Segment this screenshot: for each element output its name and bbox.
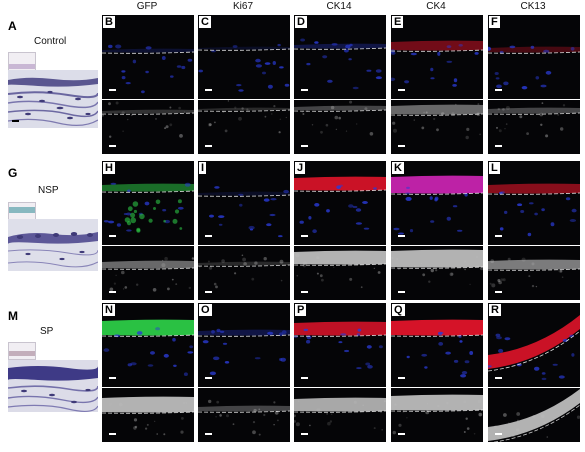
fluorescence-panel-e: E <box>391 15 483 154</box>
scale-bar <box>301 377 308 379</box>
fluorescence-panel-o: O <box>198 303 290 442</box>
fluorescence-panel-p: P <box>294 303 386 442</box>
panel-letter-i: I <box>199 162 207 174</box>
scale-bar <box>398 377 405 379</box>
fluorescence-panel-n: N <box>102 303 194 442</box>
scale-bar <box>398 433 405 435</box>
scale-bar <box>398 235 405 237</box>
fluorescence-panel-f: F <box>488 15 580 154</box>
scale-bar <box>301 145 308 147</box>
column-header-ki67: Ki67 <box>232 1 253 12</box>
row-label-control: Control <box>34 36 67 47</box>
panel-letter-n: N <box>103 304 115 316</box>
panel-letter-k: K <box>392 162 404 174</box>
row-label-sp: SP <box>40 326 54 337</box>
histology-image-nsp <box>8 219 98 271</box>
scale-bar <box>205 235 212 237</box>
column-header-ck13: CK13 <box>520 1 546 12</box>
panel-letter-c: C <box>199 16 211 28</box>
scale-bar <box>495 145 502 147</box>
scale-bar <box>109 433 116 435</box>
panel-letter-a: A <box>8 19 17 33</box>
scale-bar <box>495 89 502 91</box>
panel-letter-g: G <box>8 166 18 180</box>
scale-bar <box>301 89 308 91</box>
scale-bar <box>301 235 308 237</box>
scale-bar <box>109 89 116 91</box>
panel-letter-q: Q <box>392 304 405 316</box>
column-header-gfp: GFP <box>136 1 158 12</box>
fluorescence-panel-j: J <box>294 161 386 300</box>
scale-bar <box>398 291 405 293</box>
scale-bar <box>301 433 308 435</box>
fluorescence-panel-h: H <box>102 161 194 300</box>
column-header-ck14: CK14 <box>326 1 352 12</box>
fluorescence-panel-k: K <box>391 161 483 300</box>
scale-bar <box>495 291 502 293</box>
scale-bar <box>205 377 212 379</box>
fluorescence-panel-b: B <box>102 15 194 154</box>
scale-bar <box>205 89 212 91</box>
scale-bar <box>495 235 502 237</box>
fluorescence-panel-q: Q <box>391 303 483 442</box>
histology-image-sp <box>8 360 98 412</box>
fluorescence-panel-r: R <box>488 303 580 442</box>
panel-letter-j: J <box>295 162 306 174</box>
panel-letter-b: B <box>103 16 115 28</box>
fluorescence-panel-l: L <box>488 161 580 300</box>
row-label-nsp: NSP <box>38 185 59 196</box>
panel-letter-p: P <box>295 304 307 316</box>
scale-bar <box>398 89 405 91</box>
scale-bar <box>205 291 212 293</box>
fluorescence-panel-i: I <box>198 161 290 300</box>
fluorescence-panel-d: D <box>294 15 386 154</box>
panel-letter-e: E <box>392 16 404 28</box>
fluorescence-panel-c: C <box>198 15 290 154</box>
scale-bar <box>109 291 116 293</box>
scale-bar <box>398 145 405 147</box>
gross-image-inset-nsp <box>8 202 36 220</box>
gross-image-inset-sp <box>8 342 36 360</box>
panel-letter-f: F <box>489 16 500 28</box>
scale-bar <box>495 433 502 435</box>
scale-bar <box>109 235 116 237</box>
panel-letter-m: M <box>8 309 18 323</box>
scale-bar <box>109 145 116 147</box>
panel-letter-d: D <box>295 16 307 28</box>
histology-image-control <box>8 70 98 128</box>
scale-bar <box>205 433 212 435</box>
panel-letter-h: H <box>103 162 115 174</box>
panel-letter-o: O <box>199 304 212 316</box>
column-header-ck4: CK4 <box>426 1 446 12</box>
panel-letter-r: R <box>489 304 501 316</box>
scale-bar <box>301 291 308 293</box>
gross-image-inset-control <box>8 52 36 72</box>
scale-bar <box>109 377 116 379</box>
scale-bar <box>205 145 212 147</box>
scale-bar <box>495 377 502 379</box>
panel-letter-l: L <box>489 162 500 174</box>
